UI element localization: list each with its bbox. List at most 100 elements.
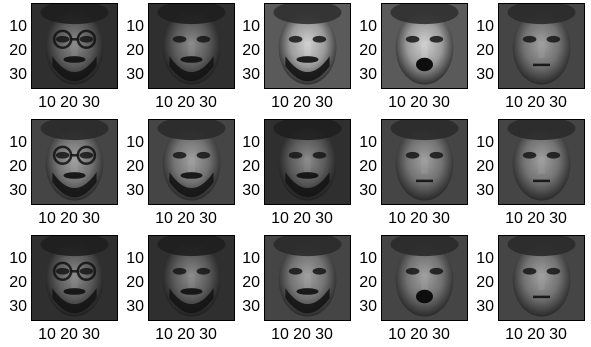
x-tick-label: 10 [271,94,289,111]
face-image-3-4 [381,235,468,321]
x-tick-label: 20 [293,326,311,343]
face-image-1-5 [498,3,585,89]
y-tick-label: 10 [9,18,27,35]
x-tick-label: 20 [527,326,545,343]
face-image-2-2 [148,119,235,205]
face-image-1-4 [381,3,468,89]
x-tick-label: 30 [199,326,217,343]
y-tick-label: 10 [242,250,260,267]
x-tick-label: 30 [549,326,567,343]
y-tick-label: 10 [476,250,494,267]
x-tick-label: 30 [82,210,100,227]
y-tick-label: 30 [242,66,260,83]
y-tick-label: 20 [242,158,260,175]
x-tick-label: 20 [293,210,311,227]
y-tick-label: 20 [242,42,260,59]
x-tick-label: 10 [155,210,173,227]
y-tick-label: 20 [359,274,377,291]
y-tick-label: 10 [242,134,260,151]
x-tick-label: 10 [388,326,406,343]
y-tick-label: 30 [126,298,144,315]
x-tick-label: 20 [410,210,428,227]
y-tick-label: 10 [9,134,27,151]
x-tick-label: 10 [38,210,56,227]
x-tick-label: 20 [60,210,78,227]
y-tick-label: 30 [476,182,494,199]
y-tick-label: 10 [9,250,27,267]
y-tick-label: 20 [476,274,494,291]
x-tick-label: 30 [199,210,217,227]
x-tick-label: 20 [177,210,195,227]
y-tick-label: 30 [476,298,494,315]
y-tick-label: 30 [242,298,260,315]
y-tick-label: 30 [9,298,27,315]
x-tick-label: 30 [315,94,333,111]
x-tick-label: 20 [60,326,78,343]
x-tick-label: 10 [38,326,56,343]
y-tick-label: 10 [126,250,144,267]
x-tick-label: 30 [315,210,333,227]
y-tick-label: 20 [126,42,144,59]
x-tick-label: 10 [155,326,173,343]
face-image-2-5 [498,119,585,205]
x-tick-label: 30 [549,94,567,111]
face-image-2-4 [381,119,468,205]
y-tick-label: 20 [126,274,144,291]
y-tick-label: 20 [476,158,494,175]
face-image-2-3 [264,119,351,205]
face-image-1-1 [31,3,118,89]
x-tick-label: 10 [388,210,406,227]
face-image-3-5 [498,235,585,321]
y-tick-label: 20 [476,42,494,59]
x-tick-label: 10 [505,326,523,343]
y-tick-label: 20 [242,274,260,291]
x-tick-label: 20 [177,326,195,343]
x-tick-label: 20 [527,94,545,111]
y-tick-label: 30 [359,298,377,315]
y-tick-label: 20 [126,158,144,175]
x-tick-label: 20 [410,326,428,343]
y-tick-label: 30 [476,66,494,83]
x-tick-label: 20 [527,210,545,227]
x-tick-label: 30 [432,326,450,343]
y-tick-label: 30 [126,182,144,199]
y-tick-label: 10 [242,18,260,35]
face-image-3-2 [148,235,235,321]
face-image-2-1 [31,119,118,205]
x-tick-label: 10 [505,210,523,227]
y-tick-label: 20 [359,42,377,59]
x-tick-label: 30 [549,210,567,227]
face-image-1-2 [148,3,235,89]
y-tick-label: 30 [126,66,144,83]
y-tick-label: 10 [126,134,144,151]
x-tick-label: 30 [432,94,450,111]
x-tick-label: 20 [60,94,78,111]
x-tick-label: 10 [155,94,173,111]
y-tick-label: 30 [9,66,27,83]
x-tick-label: 30 [199,94,217,111]
y-tick-label: 10 [359,134,377,151]
face-image-3-3 [264,235,351,321]
x-tick-label: 10 [38,94,56,111]
y-tick-label: 30 [9,182,27,199]
y-tick-label: 20 [9,274,27,291]
x-tick-label: 10 [388,94,406,111]
x-tick-label: 10 [271,326,289,343]
x-tick-label: 30 [82,94,100,111]
x-tick-label: 30 [432,210,450,227]
x-tick-label: 10 [271,210,289,227]
y-tick-label: 10 [476,18,494,35]
x-tick-label: 10 [505,94,523,111]
face-image-3-1 [31,235,118,321]
y-tick-label: 20 [9,42,27,59]
x-tick-label: 20 [410,94,428,111]
x-tick-label: 30 [315,326,333,343]
y-tick-label: 20 [9,158,27,175]
y-tick-label: 10 [476,134,494,151]
y-tick-label: 10 [359,18,377,35]
y-tick-label: 10 [126,18,144,35]
x-tick-label: 30 [82,326,100,343]
y-tick-label: 20 [359,158,377,175]
x-tick-label: 20 [177,94,195,111]
